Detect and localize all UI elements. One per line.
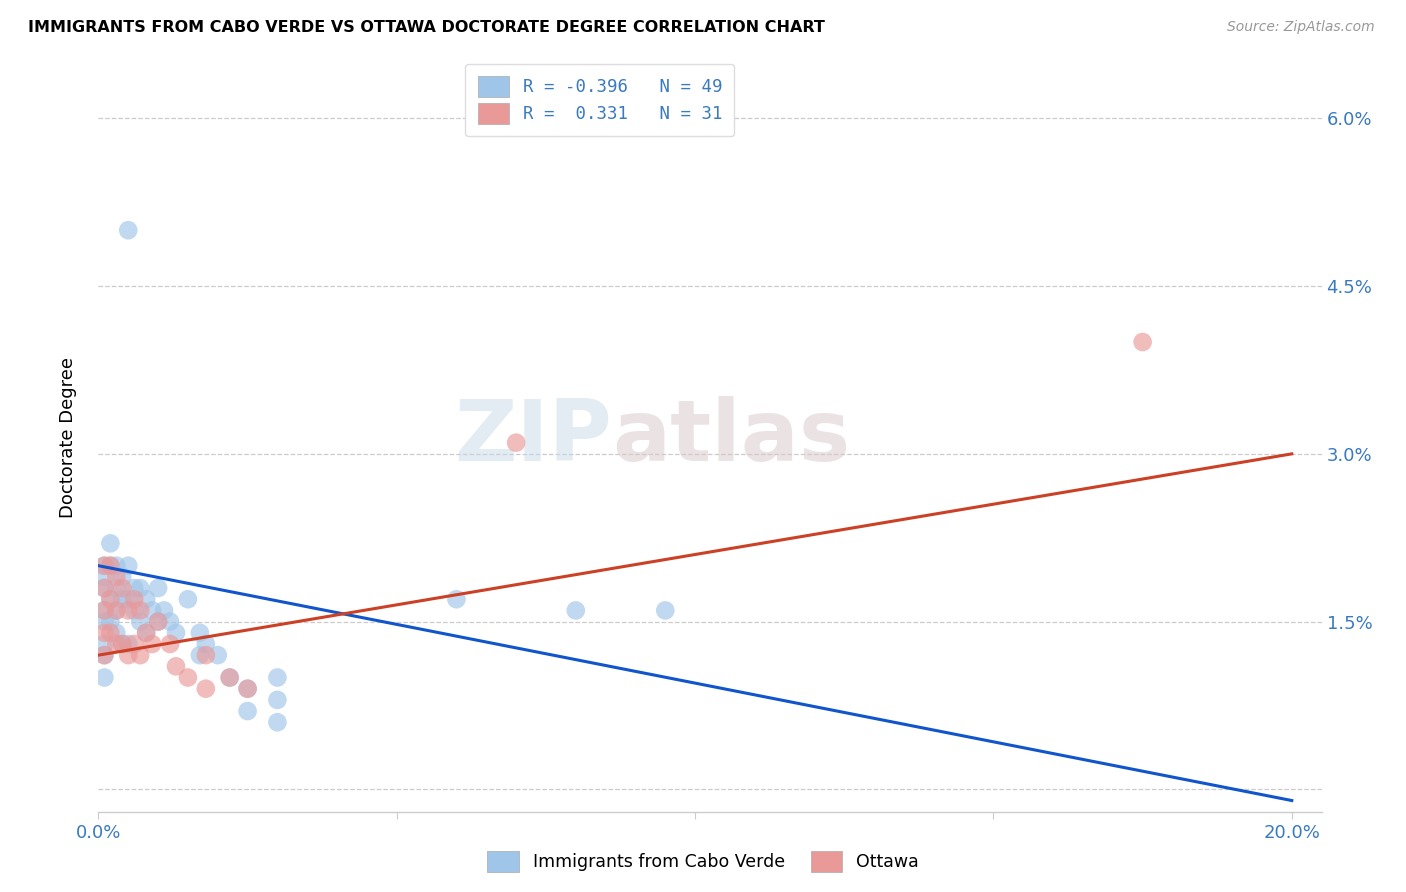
Point [135,625,157,640]
Text: IMMIGRANTS FROM CABO VERDE VS OTTAWA DOCTORATE DEGREE CORRELATION CHART: IMMIGRANTS FROM CABO VERDE VS OTTAWA DOC… [28,20,825,35]
Point [105,581,128,595]
Point [93,637,115,651]
Point [93,648,115,662]
Text: atlas: atlas [612,395,851,479]
Point [105,603,128,617]
Point [446,592,468,607]
Point [93,603,115,617]
Point [266,693,288,707]
Point [111,637,134,651]
Point [105,558,128,573]
Point [177,671,200,685]
Point [129,615,152,629]
Point [117,558,139,573]
Point [218,671,240,685]
Point [98,592,121,607]
Point [93,570,115,584]
Point [135,625,157,640]
Point [266,671,288,685]
Point [117,223,139,237]
Point [505,435,527,450]
Point [98,592,121,607]
Point [188,648,211,662]
Point [194,681,217,696]
Point [93,603,115,617]
Point [98,558,121,573]
Point [153,603,176,617]
Point [122,637,145,651]
Legend: Immigrants from Cabo Verde, Ottawa: Immigrants from Cabo Verde, Ottawa [481,844,925,879]
Point [93,581,115,595]
Point [98,536,121,550]
Point [111,581,134,595]
Point [146,581,169,595]
Point [93,671,115,685]
Point [122,592,145,607]
Point [177,592,200,607]
Point [188,625,211,640]
Point [207,648,229,662]
Point [122,581,145,595]
Point [117,637,139,651]
Legend: R = -0.396   N = 49, R =  0.331   N = 31: R = -0.396 N = 49, R = 0.331 N = 31 [465,63,734,136]
Point [93,625,115,640]
Point [159,615,181,629]
Point [105,570,128,584]
Point [165,659,187,673]
Point [111,592,134,607]
Point [93,581,115,595]
Point [98,558,121,573]
Point [565,603,588,617]
Point [111,570,134,584]
Point [654,603,676,617]
Point [93,648,115,662]
Point [93,558,115,573]
Point [105,625,128,640]
Point [117,592,139,607]
Point [146,615,169,629]
Text: ZIP: ZIP [454,395,612,479]
Point [98,615,121,629]
Point [129,648,152,662]
Point [236,681,259,696]
Point [93,558,115,573]
Point [111,637,134,651]
Point [117,603,139,617]
Point [236,704,259,718]
Point [105,603,128,617]
Point [146,615,169,629]
Point [98,625,121,640]
Point [93,615,115,629]
Point [159,637,181,651]
Point [194,637,217,651]
Point [105,637,128,651]
Point [141,603,163,617]
Point [117,648,139,662]
Point [1132,334,1154,349]
Point [129,581,152,595]
Point [129,603,152,617]
Point [266,715,288,730]
Point [236,681,259,696]
Y-axis label: Doctorate Degree: Doctorate Degree [59,357,77,517]
Point [165,625,187,640]
Point [218,671,240,685]
Point [141,637,163,651]
Point [194,648,217,662]
Text: Source: ZipAtlas.com: Source: ZipAtlas.com [1227,20,1375,34]
Point [135,592,157,607]
Point [122,603,145,617]
